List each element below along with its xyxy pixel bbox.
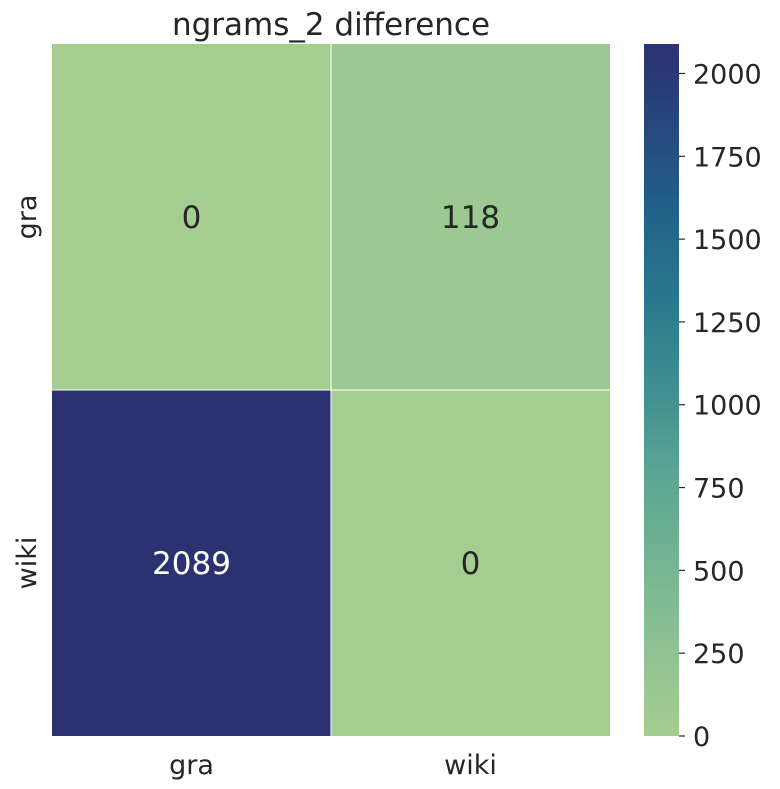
heatmap-cell-wiki-wiki <box>331 390 610 736</box>
colorbar-tick-label: 500 <box>693 556 745 587</box>
colorbar-tick-label: 250 <box>693 639 745 670</box>
cell-value-label: 0 <box>182 200 202 236</box>
colorbar-tick-label: 1500 <box>693 225 762 256</box>
x-tick-label: wiki <box>444 750 497 781</box>
colorbar-tick-label: 0 <box>693 722 710 753</box>
heatmap-cell-labels: 0 118 2089 0 <box>152 200 500 582</box>
colorbar-tick-label: 1750 <box>693 142 762 173</box>
chart-title: ngrams_2 difference <box>172 7 490 43</box>
colorbar-tick-label: 1250 <box>693 308 762 339</box>
colorbar-tick-label: 750 <box>693 474 745 505</box>
y-tick-label: gra <box>12 195 43 240</box>
x-axis-ticks: gra wiki <box>169 750 497 781</box>
cell-value-label: 2089 <box>152 546 231 582</box>
x-tick-label: gra <box>169 750 214 781</box>
heatmap-cell-wiki-gra <box>52 390 331 736</box>
heatmap-grid-lines <box>52 44 610 736</box>
heatmap-cell-gra-wiki <box>331 44 610 390</box>
cell-value-label: 0 <box>461 546 481 582</box>
colorbar-tick-label: 1000 <box>693 391 762 422</box>
cell-value-label: 118 <box>441 200 500 236</box>
colorbar-ticks: 0 250 500 750 1000 1250 1500 1750 2000 <box>679 59 762 753</box>
y-tick-label: wiki <box>12 537 43 590</box>
y-axis-ticks: gra wiki <box>12 195 43 590</box>
colorbar-tick-label: 2000 <box>693 59 762 90</box>
heatmap-cells <box>52 44 610 736</box>
heatmap-cell-gra-gra <box>52 44 331 390</box>
colorbar-scale <box>644 44 679 736</box>
colorbar <box>644 44 679 736</box>
